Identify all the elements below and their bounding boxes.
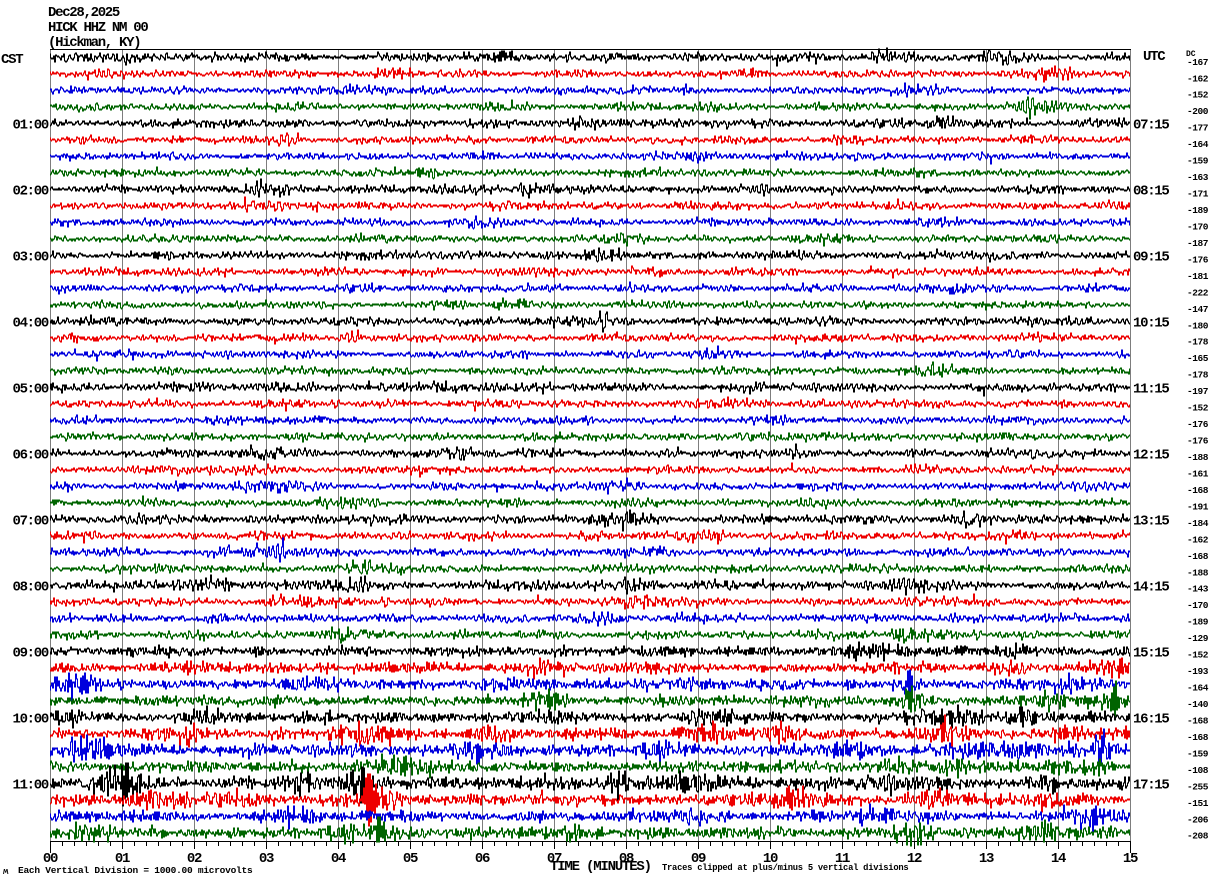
svg-text:-197: -197 xyxy=(1187,386,1209,397)
svg-text:-129: -129 xyxy=(1187,633,1209,644)
svg-text:-161: -161 xyxy=(1187,468,1209,479)
svg-text:-188: -188 xyxy=(1187,567,1209,578)
svg-text:Traces clipped at plus/minus 5: Traces clipped at plus/minus 5 vertical … xyxy=(662,863,908,873)
svg-text:-165: -165 xyxy=(1187,353,1209,364)
svg-text:-159: -159 xyxy=(1187,156,1209,167)
svg-text:12:15: 12:15 xyxy=(1133,447,1169,463)
svg-text:-184: -184 xyxy=(1187,518,1209,529)
svg-text:06:00: 06:00 xyxy=(12,447,48,463)
svg-text:10:15: 10:15 xyxy=(1133,315,1169,331)
svg-text:07:00: 07:00 xyxy=(12,513,48,529)
svg-text:14: 14 xyxy=(1051,851,1066,867)
svg-text:-208: -208 xyxy=(1187,831,1209,842)
svg-text:14:15: 14:15 xyxy=(1133,579,1169,595)
svg-text:-193: -193 xyxy=(1187,666,1209,677)
svg-text:-187: -187 xyxy=(1187,238,1209,249)
svg-text:04:00: 04:00 xyxy=(12,315,48,331)
svg-text:05: 05 xyxy=(403,851,418,867)
svg-text:Each Vertical Division = 1000.: Each Vertical Division = 1000.00 microvo… xyxy=(18,865,253,876)
svg-text:01: 01 xyxy=(115,851,130,867)
svg-text:-200: -200 xyxy=(1187,106,1209,117)
svg-text:13:15: 13:15 xyxy=(1133,513,1169,529)
svg-text:06: 06 xyxy=(475,851,490,867)
svg-text:-151: -151 xyxy=(1187,798,1209,809)
svg-text:-176: -176 xyxy=(1187,254,1209,265)
svg-text:-147: -147 xyxy=(1187,304,1209,315)
svg-text:-162: -162 xyxy=(1187,73,1209,84)
svg-text:11:00: 11:00 xyxy=(12,777,48,793)
svg-text:-170: -170 xyxy=(1187,221,1209,232)
svg-text:-164: -164 xyxy=(1187,683,1209,694)
svg-text:-162: -162 xyxy=(1187,534,1209,545)
svg-text:-159: -159 xyxy=(1187,748,1209,759)
svg-text:-140: -140 xyxy=(1187,699,1209,710)
svg-text:03:00: 03:00 xyxy=(12,249,48,265)
svg-text:11: 11 xyxy=(835,851,850,867)
svg-text:ʍ: ʍ xyxy=(3,867,9,877)
svg-text:15: 15 xyxy=(1123,851,1138,867)
svg-text:-163: -163 xyxy=(1187,172,1209,183)
svg-text:DC: DC xyxy=(1186,50,1196,59)
svg-text:-168: -168 xyxy=(1187,715,1209,726)
svg-text:05:00: 05:00 xyxy=(12,381,48,397)
svg-text:09: 09 xyxy=(691,851,706,867)
svg-text:-168: -168 xyxy=(1187,485,1209,496)
svg-text:02:00: 02:00 xyxy=(12,183,48,199)
svg-text:01:00: 01:00 xyxy=(12,117,48,133)
svg-text:09:15: 09:15 xyxy=(1133,249,1169,265)
svg-text:02: 02 xyxy=(187,851,202,867)
svg-text:-167: -167 xyxy=(1187,57,1209,68)
svg-text:-152: -152 xyxy=(1187,90,1209,101)
svg-text:-143: -143 xyxy=(1187,584,1209,595)
svg-text:-176: -176 xyxy=(1187,419,1209,430)
svg-text:00: 00 xyxy=(43,851,58,867)
svg-text:Dec28,2025: Dec28,2025 xyxy=(48,5,120,21)
svg-text:-206: -206 xyxy=(1187,814,1209,825)
svg-text:16:15: 16:15 xyxy=(1133,711,1169,727)
svg-text:-171: -171 xyxy=(1187,189,1209,200)
svg-text:-178: -178 xyxy=(1187,337,1209,348)
svg-text:13: 13 xyxy=(979,851,994,867)
svg-text:-168: -168 xyxy=(1187,732,1209,743)
svg-text:10: 10 xyxy=(763,851,778,867)
svg-text:-152: -152 xyxy=(1187,650,1209,661)
svg-text:CST: CST xyxy=(1,52,23,68)
svg-text:-177: -177 xyxy=(1187,123,1209,134)
svg-text:-108: -108 xyxy=(1187,765,1209,776)
svg-text:04: 04 xyxy=(331,851,346,867)
svg-text:03: 03 xyxy=(259,851,274,867)
svg-text:07:15: 07:15 xyxy=(1133,117,1169,133)
svg-text:08:00: 08:00 xyxy=(12,579,48,595)
svg-text:(Hickman, KY): (Hickman, KY) xyxy=(48,35,140,51)
svg-text:TIME (MINUTES): TIME (MINUTES) xyxy=(550,859,651,875)
svg-text:-176: -176 xyxy=(1187,436,1209,447)
svg-text:-181: -181 xyxy=(1187,271,1209,282)
svg-text:-178: -178 xyxy=(1187,370,1209,381)
svg-text:-189: -189 xyxy=(1187,617,1209,628)
svg-text:-222: -222 xyxy=(1187,287,1209,298)
svg-text:17:15: 17:15 xyxy=(1133,777,1169,793)
svg-text:-188: -188 xyxy=(1187,452,1209,463)
svg-text:-168: -168 xyxy=(1187,551,1209,562)
svg-text:09:00: 09:00 xyxy=(12,645,48,661)
svg-text:15:15: 15:15 xyxy=(1133,645,1169,661)
svg-text:10:00: 10:00 xyxy=(12,711,48,727)
svg-text:08:15: 08:15 xyxy=(1133,183,1169,199)
svg-text:08: 08 xyxy=(619,851,634,867)
svg-text:-191: -191 xyxy=(1187,501,1209,512)
svg-text:-189: -189 xyxy=(1187,205,1209,216)
svg-text:-164: -164 xyxy=(1187,139,1209,150)
svg-text:11:15: 11:15 xyxy=(1133,381,1169,397)
svg-text:-255: -255 xyxy=(1187,781,1209,792)
svg-text:-170: -170 xyxy=(1187,600,1209,611)
svg-text:-180: -180 xyxy=(1187,320,1209,331)
svg-text:07: 07 xyxy=(547,851,562,867)
svg-text:UTC: UTC xyxy=(1143,49,1166,65)
svg-text:HICK HHZ NM 00: HICK HHZ NM 00 xyxy=(48,20,148,36)
svg-text:12: 12 xyxy=(907,851,922,867)
svg-text:-152: -152 xyxy=(1187,403,1209,414)
